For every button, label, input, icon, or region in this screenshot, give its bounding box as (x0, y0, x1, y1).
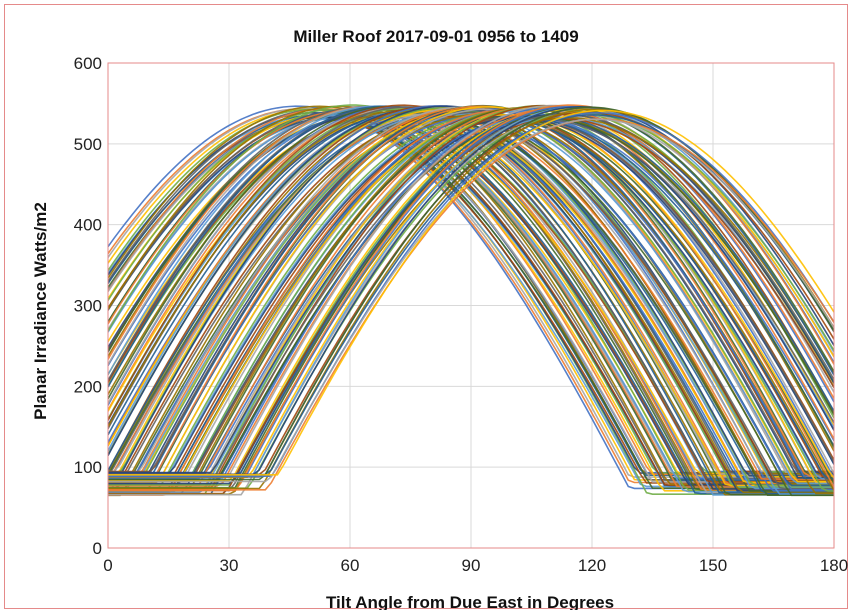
series-line (108, 109, 834, 496)
x-tick-label: 90 (462, 556, 481, 575)
series-line (108, 105, 834, 494)
chart-svg: Miller Roof 2017-09-01 0956 to 1409 Plan… (31, 27, 848, 610)
series-line (108, 106, 834, 479)
series-line (108, 115, 834, 477)
series-line (108, 107, 834, 491)
series-group (108, 104, 834, 497)
x-tick-label: 0 (103, 556, 112, 575)
y-tick-label: 600 (74, 54, 102, 73)
y-tick-label: 500 (74, 135, 102, 154)
series-line (108, 111, 834, 473)
y-tick-label: 0 (93, 539, 102, 558)
y-axis-label: Planar Irradiance Watts/m2 (31, 202, 50, 420)
plot-area-border (107, 62, 835, 549)
series-line (108, 109, 834, 476)
x-axis-label: Tilt Angle from Due East in Degrees (326, 593, 614, 610)
chart-frame: Miller Roof 2017-09-01 0956 to 1409 Plan… (4, 4, 848, 610)
x-tick-label: 150 (699, 556, 727, 575)
series-line (108, 112, 834, 496)
series-line (108, 108, 834, 487)
series-line (108, 105, 834, 477)
y-tick-label: 300 (74, 297, 102, 316)
series-line (108, 118, 834, 491)
series-line (108, 111, 834, 477)
y-tick-label: 400 (74, 216, 102, 235)
x-tick-label: 120 (578, 556, 606, 575)
series-line (108, 110, 834, 479)
series-line (108, 104, 834, 490)
x-tick-labels: 0 30 60 90 120 150 180 (103, 556, 848, 575)
x-tick-label: 30 (220, 556, 239, 575)
series-line (108, 106, 834, 486)
series-line (108, 106, 834, 481)
y-tick-label: 200 (74, 377, 102, 396)
chart-title: Miller Roof 2017-09-01 0956 to 1409 (293, 27, 578, 46)
x-tick-label: 180 (820, 556, 848, 575)
series-line (108, 106, 834, 483)
y-tick-label: 100 (74, 458, 102, 477)
series-line (108, 112, 834, 493)
series-line (108, 112, 834, 485)
y-tick-labels: 0 100 200 300 400 500 600 (74, 54, 102, 558)
x-tick-label: 60 (341, 556, 360, 575)
series-line (108, 117, 834, 481)
